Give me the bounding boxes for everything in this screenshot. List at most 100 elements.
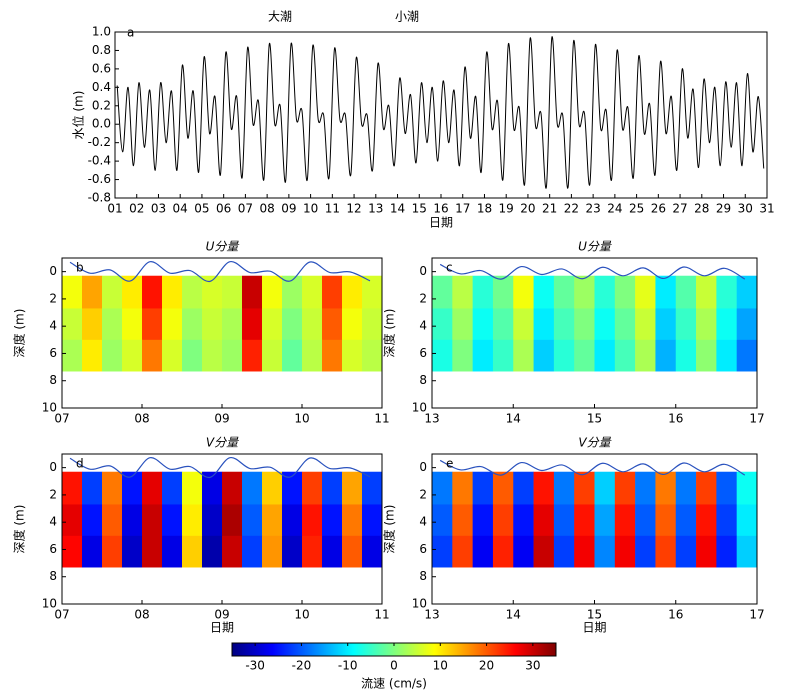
heat-cell <box>122 471 143 505</box>
x-tick-label: 11 <box>374 608 389 622</box>
heat-cell <box>222 504 243 537</box>
heat-cell <box>102 535 123 568</box>
heat-cell <box>62 275 83 309</box>
axes-frame <box>431 257 758 409</box>
heat-cell <box>614 535 636 568</box>
heat-cell <box>472 535 494 568</box>
heat-cell <box>142 308 163 341</box>
heat-cell <box>594 535 616 568</box>
x-tick-label: 13 <box>368 202 383 216</box>
surface-line <box>439 459 746 476</box>
x-tick-label: 23 <box>585 202 600 216</box>
y-tick-label: 8 <box>49 569 57 583</box>
x-tick-label: 04 <box>173 202 188 216</box>
y-tick-label: 0 <box>49 460 57 474</box>
x-tick-label: 15 <box>587 412 602 426</box>
heat-cell <box>302 504 323 537</box>
heat-cell <box>533 275 555 309</box>
heat-cell <box>696 339 717 372</box>
heat-cell <box>513 339 534 372</box>
x-tick-label: 12 <box>346 202 361 216</box>
heat-cell <box>553 535 575 568</box>
heat-cell <box>432 275 453 309</box>
heat-cell <box>342 308 363 341</box>
heat-cell <box>452 535 473 568</box>
heat-cell <box>162 339 183 372</box>
heat-cell <box>472 275 494 309</box>
colorbar-tick-label: 30 <box>525 659 540 673</box>
heat-cell <box>142 275 163 309</box>
heat-cell <box>322 471 343 505</box>
x-tick-label: 14 <box>506 608 521 622</box>
heat-cell <box>182 471 203 505</box>
heat-cell <box>182 275 203 309</box>
heat-cell <box>696 471 717 505</box>
x-tick-label: 30 <box>738 202 753 216</box>
heat-cell <box>675 535 697 568</box>
heat-cell <box>553 504 575 537</box>
heat-cell <box>716 275 737 309</box>
x-tick-label: 22 <box>564 202 579 216</box>
panel-label: c <box>446 261 453 275</box>
x-tick-label: 05 <box>194 202 209 216</box>
heat-cell <box>322 275 343 309</box>
heat-cell <box>675 308 697 341</box>
heat-cell <box>696 535 717 568</box>
y-tick-label: 4 <box>49 515 57 529</box>
heat-cell <box>162 535 183 568</box>
y-tick-label: 8 <box>419 569 427 583</box>
heat-cell <box>142 504 163 537</box>
x-tick-label: 03 <box>151 202 166 216</box>
heat-cell <box>82 308 103 341</box>
heat-cell <box>452 275 473 309</box>
y-tick-label: 4 <box>49 319 57 333</box>
axes-frame <box>61 453 383 605</box>
heat-cell <box>222 535 243 568</box>
x-tick-label: 16 <box>433 202 448 216</box>
heat-cell <box>513 471 534 505</box>
x-tick-label: 27 <box>672 202 687 216</box>
heat-cell <box>282 275 303 309</box>
heat-cell <box>432 339 453 372</box>
heat-cell <box>574 275 595 309</box>
y-tick-label: 2 <box>419 291 427 305</box>
heat-cell <box>122 275 143 309</box>
colorbar-tick-label: 0 <box>390 659 398 673</box>
x-tick-label: 28 <box>694 202 709 216</box>
heat-cell <box>322 339 343 372</box>
colorbar-tick-label: 10 <box>433 659 448 673</box>
y-tick-label: -0.8 <box>88 191 111 205</box>
heat-cell <box>452 504 473 537</box>
heat-cell <box>302 471 323 505</box>
heat-cell <box>452 308 473 341</box>
heat-cell <box>102 471 123 505</box>
heat-cell <box>492 275 514 309</box>
x-axis-label: 日期 <box>210 621 234 635</box>
heat-cell <box>182 339 203 372</box>
y-tick-label: 1.0 <box>92 25 111 39</box>
y-tick-label: 8 <box>49 373 57 387</box>
heat-cell <box>282 504 303 537</box>
y-tick-label: -0.2 <box>88 135 111 149</box>
tide-line <box>116 36 765 189</box>
heat-cell <box>202 308 223 341</box>
y-tick-label: 4 <box>419 515 427 529</box>
y-tick-label: 10 <box>412 597 427 611</box>
heat-cell <box>716 535 737 568</box>
panel-label: e <box>446 457 453 471</box>
heat-cell <box>594 471 616 505</box>
heat-cell <box>614 504 636 537</box>
x-tick-label: 15 <box>412 202 427 216</box>
y-tick-label: 10 <box>42 597 57 611</box>
heat-cell <box>322 504 343 537</box>
heat-cell <box>242 535 263 568</box>
x-tick-label: 07 <box>238 202 253 216</box>
x-tick-label: 20 <box>520 202 535 216</box>
heat-cell <box>262 308 283 341</box>
x-tick-label: 13 <box>424 412 439 426</box>
heat-cell <box>142 471 163 505</box>
x-tick-label: 06 <box>216 202 231 216</box>
panel-title: V分量 <box>206 436 239 450</box>
y-tick-label: 0.2 <box>92 98 111 112</box>
